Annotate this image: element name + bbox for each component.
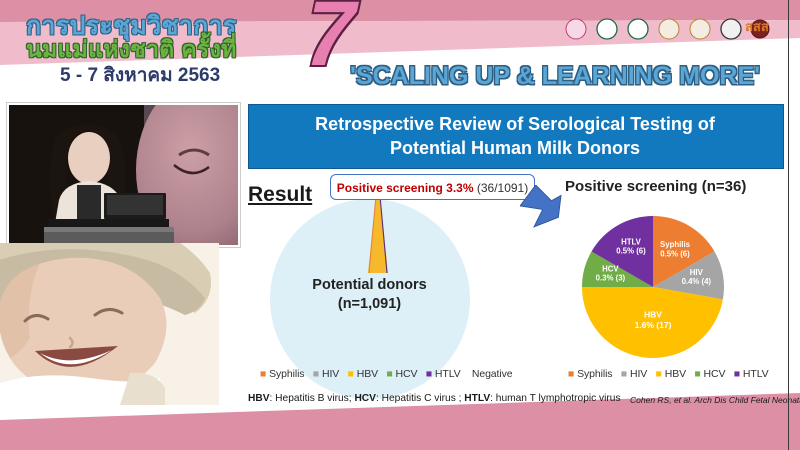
svg-text:HTLV: HTLV — [621, 237, 642, 246]
svg-text:0.5% (6): 0.5% (6) — [660, 249, 690, 258]
svg-text:HIV: HIV — [690, 268, 704, 277]
svg-text:0.3% (3): 0.3% (3) — [596, 274, 626, 283]
svg-text:Syphilis: Syphilis — [660, 240, 691, 249]
svg-text:HCV: HCV — [602, 264, 619, 273]
svg-text:0.5% (6): 0.5% (6) — [616, 247, 646, 256]
svg-text:HBV: HBV — [644, 310, 662, 320]
svg-text:0.4% (4): 0.4% (4) — [682, 277, 712, 286]
svg-text:1.6% (17): 1.6% (17) — [635, 320, 672, 330]
